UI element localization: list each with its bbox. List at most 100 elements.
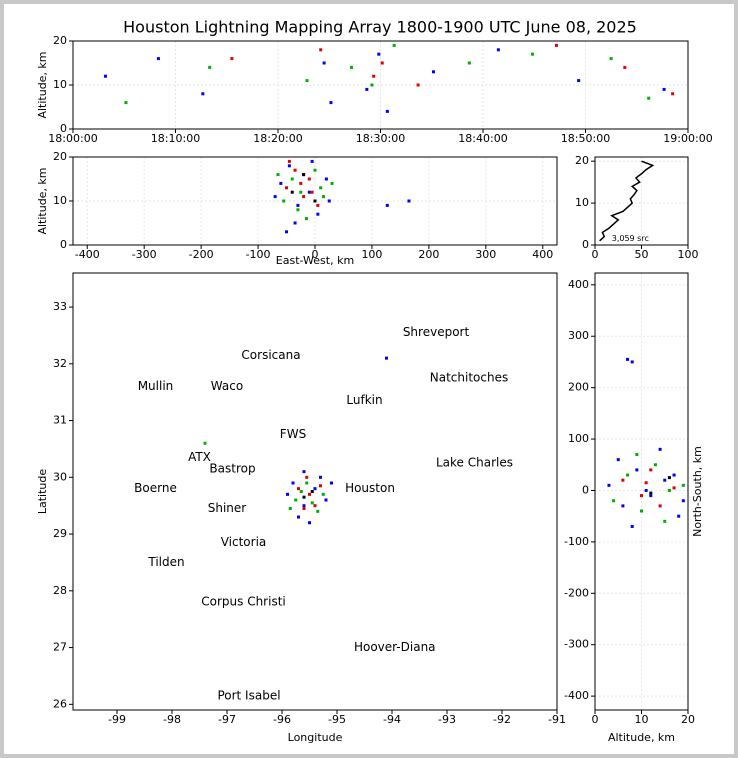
- annotation: Waco: [211, 379, 243, 393]
- chart-title: Houston Lightning Mapping Array 1800-190…: [123, 18, 637, 37]
- x-tick-label: 200: [418, 248, 439, 261]
- data-point: [330, 181, 334, 185]
- data-point: [316, 509, 320, 513]
- data-point: [647, 96, 651, 100]
- y-tick-label: 0: [582, 483, 589, 496]
- data-point: [302, 507, 306, 511]
- data-point: [156, 57, 160, 61]
- data-point: [327, 199, 331, 203]
- annotation: Mullin: [138, 379, 174, 393]
- data-point: [287, 164, 291, 168]
- y-tick-label: 20: [53, 34, 67, 47]
- data-point: [644, 481, 648, 485]
- annotation: Natchitoches: [430, 370, 508, 384]
- data-point: [407, 199, 411, 203]
- data-point: [416, 83, 420, 87]
- data-point: [305, 481, 309, 485]
- data-point: [324, 498, 328, 502]
- data-point: [286, 492, 289, 496]
- y-axis-label: Latitude: [36, 469, 49, 515]
- data-point: [616, 458, 620, 462]
- plot-frame: [594, 272, 689, 711]
- x-tick-label: 10: [635, 713, 649, 726]
- data-point: [630, 360, 634, 364]
- data-point: [302, 504, 306, 508]
- y-tick-label: 32: [53, 357, 67, 370]
- data-point: [612, 499, 616, 503]
- annotation: Corpus Christi: [201, 595, 286, 609]
- panel: -99 -98 -97 -96 -95 -94 -93 -92 -91 26 27 28 29 30 31 3…: [36, 272, 566, 744]
- annotation: FWS: [280, 427, 306, 441]
- data-point: [321, 492, 325, 496]
- data-point: [496, 48, 500, 52]
- data-point: [635, 452, 639, 456]
- data-point: [621, 478, 625, 482]
- y-tick-label: 100: [568, 432, 589, 445]
- x-axis-label: East-West, km: [276, 254, 354, 267]
- data-point: [662, 87, 666, 91]
- x-tick-label: 19:00:00: [663, 132, 712, 145]
- x-tick-label: -95: [328, 713, 346, 726]
- plot-frame: [72, 40, 689, 130]
- data-point: [293, 168, 297, 172]
- x-tick-label: -300: [132, 248, 157, 261]
- annotation: Shiner: [208, 501, 247, 515]
- x-tick-label: 18:20:00: [253, 132, 302, 145]
- data-point: [307, 177, 311, 181]
- data-point: [319, 48, 323, 52]
- panel: -400 -300 -200 -100 0 100 200 300 400 0 10 20 East-W…: [36, 150, 558, 267]
- data-point: [621, 504, 625, 508]
- data-point: [672, 486, 676, 490]
- data-point: [649, 491, 653, 495]
- data-point: [316, 203, 320, 207]
- data-point: [372, 74, 376, 78]
- data-point: [103, 74, 107, 78]
- data-point: [279, 181, 283, 185]
- data-point: [681, 499, 685, 503]
- data-point: [313, 487, 317, 491]
- data-point: [370, 83, 374, 87]
- data-point: [230, 57, 234, 61]
- x-tick-label: 18:10:00: [151, 132, 200, 145]
- y-tick-label: 300: [568, 329, 589, 342]
- data-point: [124, 101, 128, 105]
- data-point: [290, 177, 294, 181]
- x-tick-label: 0: [592, 248, 599, 261]
- data-point: [385, 203, 389, 207]
- data-point: [304, 217, 308, 221]
- y-tick-label: 0: [60, 238, 67, 251]
- data-point: [307, 190, 311, 194]
- x-tick-label: 18:30:00: [356, 132, 405, 145]
- y-tick-label: 33: [53, 300, 67, 313]
- x-tick-label: 100: [361, 248, 382, 261]
- data-point: [297, 515, 300, 519]
- x-tick-label: 100: [678, 248, 699, 261]
- data-point: [658, 447, 662, 451]
- panel: 18:00:00 18:10:00 18:20:00 18:30:00 18:40:00…: [36, 34, 713, 145]
- annotation: Tilden: [147, 555, 184, 569]
- data-point: [299, 490, 303, 493]
- data-point: [322, 195, 326, 199]
- y-axis-label: North-South, km: [691, 446, 704, 537]
- data-point: [305, 79, 309, 83]
- data-point: [313, 168, 317, 172]
- y-tick-label: 28: [53, 584, 67, 597]
- data-point: [349, 65, 353, 69]
- data-point: [671, 92, 675, 96]
- data-point: [310, 501, 314, 505]
- data-point: [201, 92, 205, 96]
- y-tick-label: 200: [568, 381, 589, 394]
- data-point: [299, 181, 303, 185]
- x-tick-label: -91: [548, 713, 566, 726]
- annotation: 3,059 src: [612, 234, 649, 243]
- x-tick-label: -96: [273, 713, 291, 726]
- data-point: [623, 65, 627, 69]
- x-tick-label: 300: [475, 248, 496, 261]
- y-tick-label: 29: [53, 527, 67, 540]
- x-tick-label: 18:40:00: [458, 132, 507, 145]
- data-point: [319, 484, 322, 488]
- data-point: [649, 468, 653, 472]
- y-tick-label: 31: [53, 414, 67, 427]
